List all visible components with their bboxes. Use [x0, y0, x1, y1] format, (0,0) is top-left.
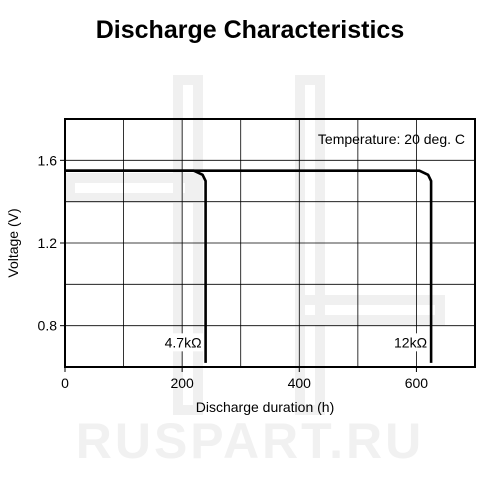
y-tick-label: 0.8: [38, 318, 58, 334]
series-line-2: [65, 169, 433, 363]
temperature-annotation: Temperature: 20 deg. C: [318, 131, 465, 147]
x-tick-label: 200: [170, 375, 194, 391]
y-tick-label: 1.2: [38, 235, 58, 251]
series-label: 4.7kΩ: [165, 334, 202, 350]
watermark-text: RUSPART.RU: [75, 413, 425, 469]
x-tick-label: 400: [288, 375, 312, 391]
series-layer: 4.7kΩ 12kΩ: [65, 169, 433, 363]
grid: [65, 119, 475, 367]
axes: Temperature: 20 deg. C 0 200 400 600 0.8 1.2 1.…: [5, 118, 476, 415]
x-tick-label: 600: [405, 375, 429, 391]
watermark-logo: [65, 75, 445, 415]
series-label-bg: [385, 333, 430, 352]
chart-title: Discharge Characteristics: [95, 16, 405, 44]
x-axis-label: Discharge duration (h): [196, 399, 335, 415]
y-tick-label: 1.6: [38, 152, 58, 168]
y-axis-label: Voltage (V): [5, 208, 21, 277]
x-tick-label: 0: [61, 375, 69, 391]
series-label: 12kΩ: [394, 334, 427, 350]
series-label-bg: [159, 333, 204, 352]
